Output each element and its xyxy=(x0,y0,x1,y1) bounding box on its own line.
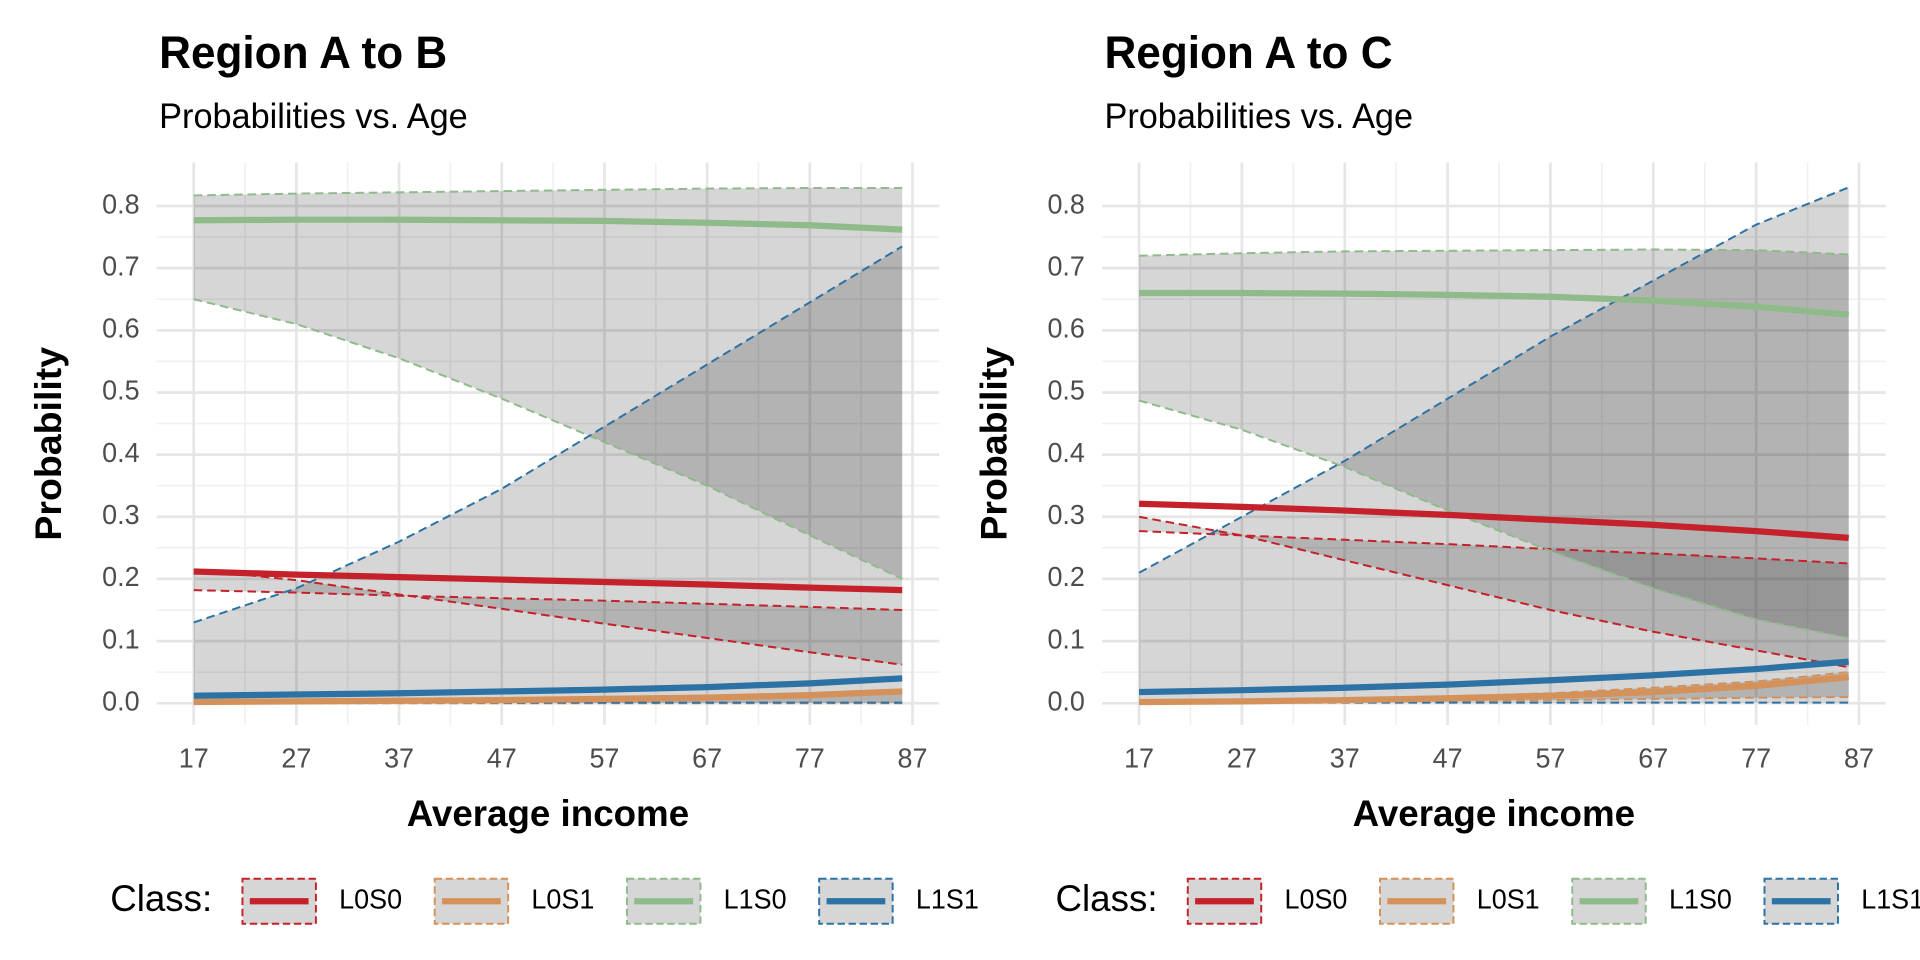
band-edge xyxy=(1139,248,1849,257)
x-tick-label: 67 xyxy=(692,742,722,773)
chart-title: Region A to C xyxy=(1104,29,1392,79)
band-edge xyxy=(193,298,903,580)
y-tick-label: 0.0 xyxy=(1047,685,1084,716)
line xyxy=(1139,289,1849,318)
band-edge xyxy=(193,186,903,197)
x-tick-label: 87 xyxy=(1844,742,1874,773)
band-edge xyxy=(1139,696,1849,704)
y-tick-label: 0.5 xyxy=(102,374,139,405)
x-tick-label: 27 xyxy=(281,742,311,773)
legend-label: L0S0 xyxy=(339,883,402,914)
y-tick-label: 0.4 xyxy=(1047,437,1084,468)
x-tick-label: 77 xyxy=(795,742,825,773)
band-edge xyxy=(1139,530,1849,565)
confidence-band xyxy=(1139,187,1849,703)
y-tick-label: 0.6 xyxy=(102,312,139,343)
legend-label: L0S0 xyxy=(1284,883,1347,914)
panel: Region A to B Probabilities vs. Age 0.0 0.1… xyxy=(27,29,979,925)
legend-title: Class: xyxy=(1056,877,1158,919)
legend-label: L1S1 xyxy=(1861,883,1920,914)
y-tick-label: 0.8 xyxy=(102,188,139,219)
legend-label: L1S0 xyxy=(724,883,787,914)
line xyxy=(193,568,903,594)
confidence-band xyxy=(193,246,903,703)
y-tick-label: 0.7 xyxy=(1047,250,1084,281)
y-axis-title: Probability xyxy=(973,347,1015,541)
y-tick-label: 0.1 xyxy=(102,623,139,654)
x-tick-label: 87 xyxy=(898,742,928,773)
y-tick-label: 0.6 xyxy=(1047,312,1084,343)
x-axis-title: Average income xyxy=(407,792,689,834)
y-tick-label: 0.4 xyxy=(102,437,139,468)
x-tick-label: 77 xyxy=(1741,742,1771,773)
band-edge xyxy=(193,245,903,624)
band-edge xyxy=(1139,671,1849,703)
legend-title: Class: xyxy=(110,877,212,919)
y-tick-label: 0.2 xyxy=(102,561,139,592)
x-tick-label: 67 xyxy=(1638,742,1668,773)
y-tick-label: 0.0 xyxy=(102,685,139,716)
chart-subtitle: Probabilities vs. Age xyxy=(159,98,468,136)
chart-title: Region A to B xyxy=(159,29,447,79)
legend-label: L0S1 xyxy=(1477,883,1540,914)
confidence-band xyxy=(193,187,903,579)
confidence-band xyxy=(1139,672,1849,703)
line xyxy=(1139,674,1849,706)
legend-label: L1S0 xyxy=(1669,883,1732,914)
x-tick-label: 57 xyxy=(589,742,619,773)
x-tick-label: 27 xyxy=(1227,742,1257,773)
chart-subtitle: Probabilities vs. Age xyxy=(1104,98,1413,136)
x-tick-label: 17 xyxy=(1124,742,1154,773)
y-tick-label: 0.8 xyxy=(1047,188,1084,219)
x-axis-title: Average income xyxy=(1353,792,1635,834)
band-edge xyxy=(193,589,903,612)
panel: Region A to C Probabilities vs. Age 0.0 0.1… xyxy=(973,29,1920,925)
y-axis-title: Probability xyxy=(27,347,69,541)
confidence-band xyxy=(1139,249,1849,638)
y-tick-label: 0.3 xyxy=(102,499,139,530)
band-edge xyxy=(1138,515,1849,669)
x-tick-label: 57 xyxy=(1535,742,1565,773)
y-tick-label: 0.2 xyxy=(1047,561,1084,592)
line xyxy=(193,216,903,233)
y-tick-label: 0.7 xyxy=(102,250,139,281)
line xyxy=(193,675,903,699)
legend-label: L1S1 xyxy=(916,883,979,914)
line xyxy=(193,688,903,706)
y-tick-label: 0.5 xyxy=(1047,374,1084,405)
x-tick-label: 17 xyxy=(179,742,209,773)
x-tick-label: 47 xyxy=(1433,742,1463,773)
band-edge xyxy=(1138,399,1849,639)
x-tick-label: 47 xyxy=(487,742,517,773)
y-tick-label: 0.1 xyxy=(1047,623,1084,654)
y-tick-label: 0.3 xyxy=(1047,499,1084,530)
x-tick-label: 37 xyxy=(1330,742,1360,773)
legend-label: L0S1 xyxy=(531,883,594,914)
line xyxy=(1138,500,1849,542)
line xyxy=(1139,658,1849,696)
x-tick-label: 37 xyxy=(384,742,414,773)
confidence-band xyxy=(193,569,903,665)
